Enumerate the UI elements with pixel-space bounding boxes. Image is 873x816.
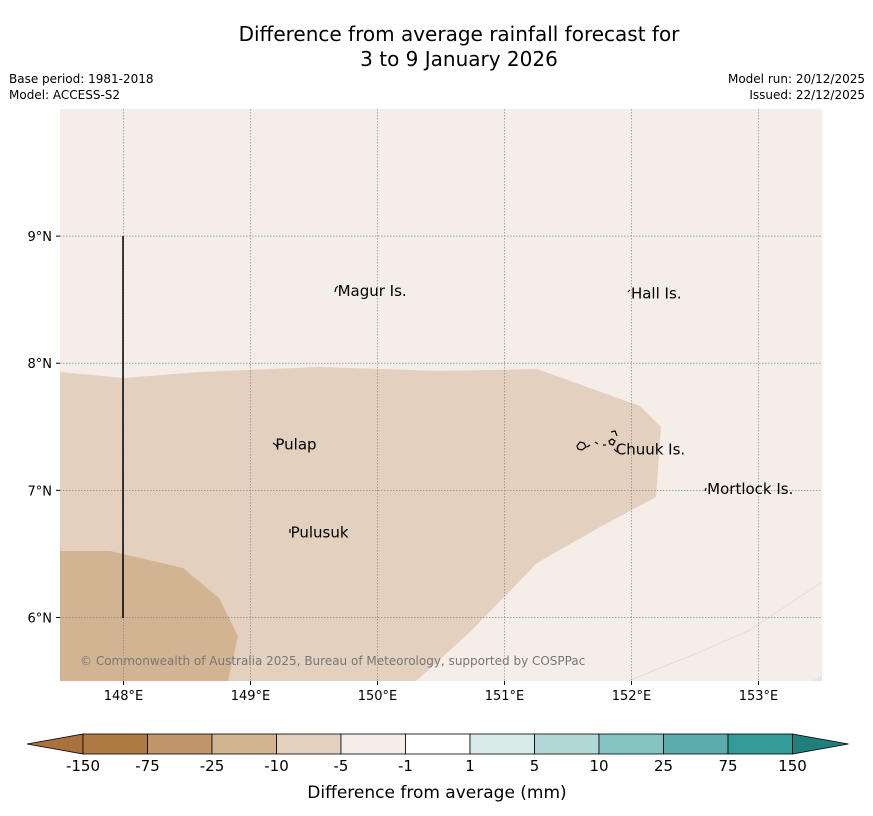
colorbar-segment <box>340 733 406 755</box>
colorbar-tick-label: -1 <box>398 757 413 775</box>
model-run: Model run: 20/12/2025 <box>727 72 865 86</box>
colorbar-tick-label: 5 <box>530 757 540 775</box>
colorbar-tick-label: 75 <box>718 757 737 775</box>
colorbar-tick-label: 25 <box>654 757 673 775</box>
title-line-2: 3 to 9 January 2026 <box>360 47 558 71</box>
magur-island-shape <box>334 285 339 293</box>
colorbar-tick-label: -150 <box>66 757 100 775</box>
colorbar-segment <box>276 733 342 755</box>
colorbar-segment <box>469 733 535 755</box>
colorbar-segment <box>598 733 664 755</box>
place-labels: Magur Is. Hall Is. Pulap Chuuk Is. Mortlock … <box>275 282 793 542</box>
colorbar-extend-low <box>26 733 84 755</box>
colorbar-segment <box>727 733 793 755</box>
issued-date: Issued: 22/12/2025 <box>749 88 865 102</box>
colorbar-tick-label: 150 <box>778 757 807 775</box>
place-label: Pulap <box>275 436 316 454</box>
model-name: Model: ACCESS-S2 <box>9 88 121 102</box>
lon-tick-label: 153°E <box>739 689 779 704</box>
colorbar-segments <box>26 733 849 755</box>
colorbar-labels: -150 -75 -25 -10 -5 -1 1 5 10 25 75 150 <box>66 757 807 775</box>
place-label: Hall Is. <box>631 284 682 302</box>
colorbar-tick-label: -10 <box>264 757 289 775</box>
colorbar-tick-label: 1 <box>465 757 475 775</box>
hall-island-shape <box>627 289 631 293</box>
colorbar-tick-label: 10 <box>589 757 608 775</box>
contour-edge <box>627 581 822 681</box>
colorbar: -150 -75 -25 -10 -5 -1 1 5 10 25 75 150 Difference … <box>26 733 849 803</box>
chuuk-lagoon-shape <box>576 430 618 453</box>
colorbar-segment <box>211 733 277 755</box>
map[interactable]: Magur Is. Hall Is. Pulap Chuuk Is. Mortlock … <box>0 0 873 720</box>
place-label: Mortlock Is. <box>707 480 793 498</box>
colorbar-extend-high <box>792 733 849 755</box>
band-plus1-plus5 <box>812 675 822 681</box>
forecast-field <box>60 109 822 681</box>
lat-tick-label: 9°N <box>28 230 53 245</box>
lon-tick-label: 149°E <box>231 689 271 704</box>
colorbar-tick-label: -5 <box>334 757 349 775</box>
colorbar-title: Difference from average (mm) <box>307 783 566 803</box>
title-line-1: Difference from average rainfall forecas… <box>238 22 680 46</box>
lon-tick-label: 150°E <box>358 689 398 704</box>
axis-ticks: 148°E 149°E 150°E 151°E 152°E 153°E 9°N 8°N 7°N 6… <box>28 230 779 704</box>
place-label: Magur Is. <box>338 282 407 300</box>
place-label: Pulusuk <box>291 523 349 541</box>
colorbar-segment <box>534 733 600 755</box>
lat-tick-label: 8°N <box>28 357 53 372</box>
copyright-notice: © Commonwealth of Australia 2025, Bureau… <box>80 654 585 668</box>
map-title: Difference from average rainfall forecas… <box>0 22 873 72</box>
colorbar-segment <box>405 733 471 755</box>
colorbar-segment <box>147 733 213 755</box>
colorbar-tick-label: -75 <box>135 757 160 775</box>
meta-right: Model run: 20/12/2025 Issued: 22/12/2025 <box>728 71 865 103</box>
lon-tick-label: 151°E <box>485 689 525 704</box>
lat-tick-label: 6°N <box>28 611 53 626</box>
colorbar-segment <box>663 733 729 755</box>
place-label: Chuuk Is. <box>616 441 685 459</box>
band-minus25-minus10 <box>60 551 238 681</box>
island-shapes <box>272 285 707 533</box>
lon-tick-label: 152°E <box>612 689 652 704</box>
meta-left: Base period: 1981-2018 Model: ACCESS-S2 <box>9 71 154 103</box>
base-period: Base period: 1981-2018 <box>9 72 154 86</box>
colorbar-segment <box>82 733 148 755</box>
mortlock-island-shape <box>704 487 707 492</box>
lat-tick-label: 7°N <box>28 484 53 499</box>
pulap-island-shape <box>272 442 278 448</box>
colorbar-tick-label: -25 <box>200 757 225 775</box>
lon-tick-label: 148°E <box>104 689 144 704</box>
